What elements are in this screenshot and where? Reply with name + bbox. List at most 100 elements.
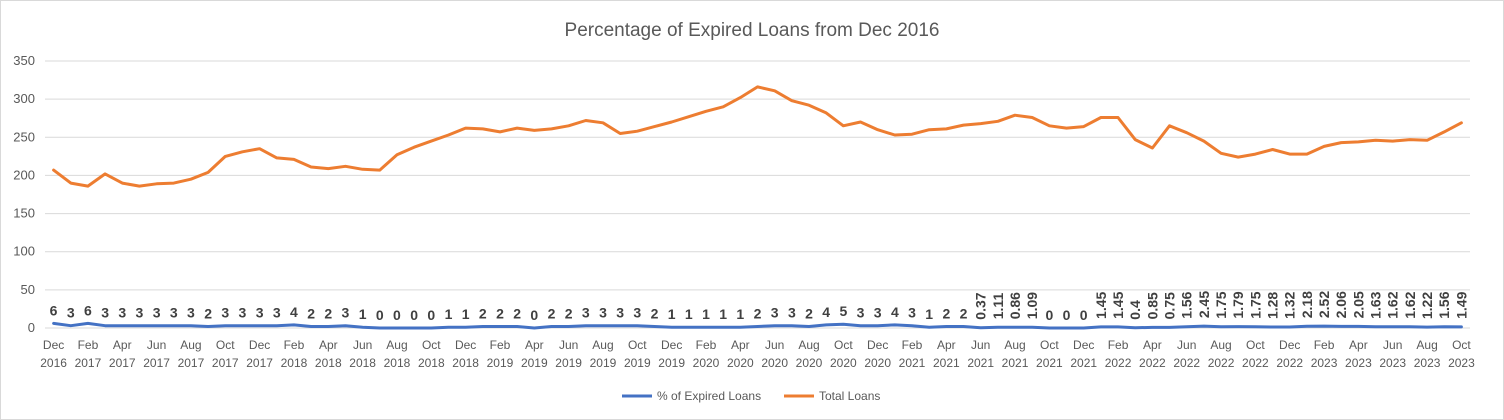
data-label: 2 (324, 305, 332, 321)
data-label: 0 (1063, 307, 1071, 323)
y-tick-label: 0 (28, 320, 35, 335)
data-label: 1 (462, 306, 470, 322)
data-label: 1.32 (1282, 292, 1298, 319)
data-label: 3 (908, 305, 916, 321)
data-label: 3 (273, 305, 281, 321)
data-label: 3 (342, 305, 350, 321)
x-tick-month: Feb (78, 338, 99, 352)
data-label: 3 (153, 305, 161, 321)
x-tick-year: 2019 (658, 356, 685, 370)
data-label: 4 (822, 304, 830, 320)
x-tick-year: 2022 (1276, 356, 1303, 370)
x-tick-year: 2017 (246, 356, 273, 370)
data-label: 2 (565, 305, 573, 321)
x-tick-month: Feb (490, 338, 511, 352)
data-label: 0 (530, 307, 538, 323)
data-label: 3 (874, 305, 882, 321)
data-label: 3 (616, 305, 624, 321)
x-tick-year: 2019 (624, 356, 651, 370)
data-label: 3 (136, 305, 144, 321)
x-tick-year: 2021 (1070, 356, 1097, 370)
x-tick-year: 2020 (864, 356, 891, 370)
x-tick-year: 2023 (1448, 356, 1475, 370)
x-tick-year: 2018 (452, 356, 479, 370)
x-axis-ticks: Dec 2016 Feb 2017 Apr 2017 Jun 2017 Aug 2017 Oct 20… (40, 338, 1475, 370)
x-tick-year: 2021 (1002, 356, 1029, 370)
data-label: 1.49 (1453, 291, 1469, 318)
data-label: 3 (582, 305, 590, 321)
x-tick-month: Jun (353, 338, 372, 352)
x-tick-year: 2023 (1414, 356, 1441, 370)
x-tick-month: Jun (765, 338, 784, 352)
x-tick-year: 2017 (212, 356, 239, 370)
data-label: 3 (788, 305, 796, 321)
x-tick-year: 2017 (178, 356, 205, 370)
data-label: 3 (118, 305, 126, 321)
x-tick-month: Jun (971, 338, 990, 352)
data-label: 6 (84, 302, 92, 318)
x-tick-month: Apr (319, 338, 338, 352)
data-label: 3 (101, 305, 109, 321)
x-tick-year: 2021 (1036, 356, 1063, 370)
data-label: 4 (290, 304, 298, 320)
x-tick-year: 2020 (830, 356, 857, 370)
data-label: 1 (445, 306, 453, 322)
x-tick-year: 2020 (796, 356, 823, 370)
data-label: 0 (427, 307, 435, 323)
data-label: 2.18 (1299, 291, 1315, 318)
x-tick-month: Aug (1416, 338, 1437, 352)
data-label: 0.75 (1162, 292, 1178, 319)
data-label: 1 (668, 306, 676, 322)
data-label: 1 (359, 306, 367, 322)
x-tick-month: Feb (902, 338, 923, 352)
series-line-expired (52, 321, 1463, 330)
data-label: 3 (187, 305, 195, 321)
x-tick-month: Apr (1349, 338, 1368, 352)
x-tick-year: 2017 (75, 356, 102, 370)
data-label: 0.37 (973, 292, 989, 319)
x-tick-month: Oct (1452, 338, 1471, 352)
x-tick-year: 2022 (1139, 356, 1166, 370)
data-label: 1.56 (1179, 291, 1195, 318)
x-tick-month: Aug (592, 338, 613, 352)
x-tick-year: 2022 (1105, 356, 1132, 370)
x-tick-month: Oct (216, 338, 235, 352)
x-tick-year: 2016 (40, 356, 67, 370)
x-tick-year: 2019 (590, 356, 617, 370)
data-label: 0.4 (1127, 300, 1143, 320)
data-label: 0 (376, 307, 384, 323)
gridlines (45, 60, 1470, 329)
x-tick-month: Aug (180, 338, 201, 352)
data-label: 0.85 (1144, 292, 1160, 319)
x-tick-month: Aug (1004, 338, 1025, 352)
data-label: 2 (960, 305, 968, 321)
x-tick-year: 2017 (143, 356, 170, 370)
x-tick-year: 2023 (1311, 356, 1338, 370)
data-label: 1.62 (1402, 291, 1418, 318)
data-label: 3 (239, 305, 247, 321)
data-label: 4 (891, 304, 899, 320)
data-label: 1 (685, 306, 693, 322)
x-tick-month: Oct (422, 338, 441, 352)
x-tick-year: 2020 (727, 356, 754, 370)
data-label: 2 (479, 305, 487, 321)
data-label: 2 (496, 305, 504, 321)
y-tick-label: 50 (21, 282, 35, 297)
data-label: 1 (702, 306, 710, 322)
x-tick-year: 2021 (967, 356, 994, 370)
x-tick-year: 2022 (1208, 356, 1235, 370)
x-tick-month: Oct (628, 338, 647, 352)
y-tick-label: 250 (13, 129, 35, 144)
legend-label-expired: % of Expired Loans (657, 389, 761, 403)
data-label: 1.45 (1110, 291, 1126, 318)
x-tick-month: Oct (834, 338, 853, 352)
data-label: 2 (805, 305, 813, 321)
data-label: 3 (170, 305, 178, 321)
x-tick-month: Jun (559, 338, 578, 352)
x-tick-month: Jun (1383, 338, 1402, 352)
x-tick-year: 2020 (761, 356, 788, 370)
x-tick-year: 2022 (1242, 356, 1269, 370)
data-label: 2.52 (1316, 291, 1332, 318)
